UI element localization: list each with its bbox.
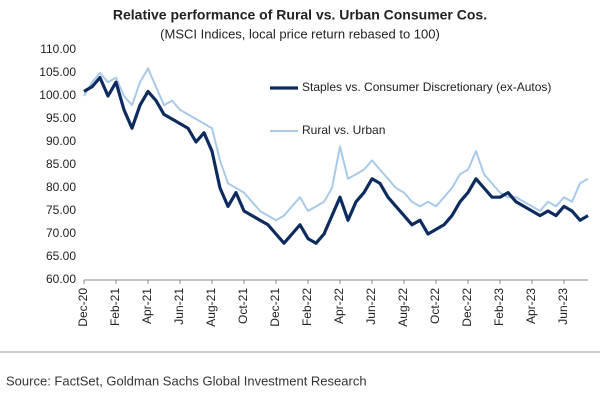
x-tick-label: Feb-21 <box>108 288 122 326</box>
x-tick-label: Apr-22 <box>332 288 346 324</box>
y-tick-label: 75.00 <box>46 203 76 217</box>
y-tick-label: 80.00 <box>46 180 76 194</box>
y-tick-label: 105.00 <box>39 65 76 79</box>
x-tick-label: Oct-21 <box>236 288 250 324</box>
x-tick-label: Dec-20 <box>76 288 90 327</box>
series-line <box>83 76 589 245</box>
x-tick-label: Jun-22 <box>364 288 378 325</box>
x-tick-label: Jun-21 <box>172 288 186 325</box>
x-tick-label: Aug-21 <box>204 288 218 327</box>
x-tick-label: Aug-22 <box>396 288 410 327</box>
x-tick-label: Dec-22 <box>460 288 474 327</box>
x-tick-label: Apr-23 <box>524 288 538 324</box>
y-tick-label: 85.00 <box>46 157 76 171</box>
y-tick-label: 100.00 <box>39 88 76 102</box>
legend-label: Staples vs. Consumer Discretionary (ex-A… <box>302 80 551 94</box>
y-tick-label: 110.00 <box>40 42 76 56</box>
y-tick-label: 95.00 <box>46 111 76 125</box>
x-tick-label: Feb-22 <box>300 288 314 326</box>
x-tick-label: Oct-22 <box>428 288 442 324</box>
chart-subtitle: (MSCI Indices, local price return rebase… <box>160 26 440 41</box>
x-tick-label: Jun-23 <box>556 288 570 325</box>
legend-label: Rural vs. Urban <box>302 123 385 137</box>
x-tick-label: Apr-21 <box>140 288 154 324</box>
y-tick-label: 65.00 <box>46 249 76 263</box>
x-tick-label: Dec-21 <box>268 288 282 327</box>
source-note: Source: FactSet, Goldman Sachs Global In… <box>6 373 367 388</box>
y-tick-label: 60.00 <box>46 272 76 286</box>
y-tick-label: 90.00 <box>46 134 76 148</box>
x-tick-label: Feb-23 <box>492 288 506 326</box>
chart-title: Relative performance of Rural vs. Urban … <box>113 7 487 23</box>
y-tick-label: 70.00 <box>46 226 76 240</box>
